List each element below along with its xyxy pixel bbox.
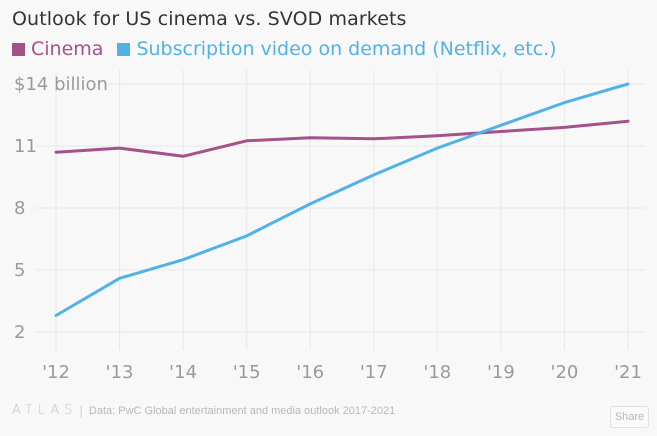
x-tick-label: '17 xyxy=(360,362,388,383)
x-tick-label: '12 xyxy=(42,362,70,383)
x-tick-label: '15 xyxy=(233,362,261,383)
y-axis-labels: 2 5 8 11 $14 billion xyxy=(14,74,108,343)
legend-item-cinema: Cinema xyxy=(12,38,103,60)
atlas-logo: ATLAS xyxy=(12,403,78,418)
horizontal-gridlines xyxy=(36,83,645,333)
footer-separator: | xyxy=(79,403,83,418)
y-tick-label: 5 xyxy=(14,260,25,281)
series-lines xyxy=(54,82,630,317)
y-tick-label: 2 xyxy=(14,322,25,343)
x-tick-label: '21 xyxy=(614,362,642,383)
share-button[interactable]: Share xyxy=(610,406,649,428)
footer: ATLAS | Data: PwC Global entertainment a… xyxy=(12,403,395,418)
legend-item-svod: Subscription video on demand (Netflix, e… xyxy=(117,38,557,60)
series-line-svod xyxy=(54,82,630,317)
y-tick-label: 11 xyxy=(14,136,37,157)
legend-swatch-svod xyxy=(117,42,131,56)
y-tick-label: 8 xyxy=(14,198,25,219)
x-tick-label: '16 xyxy=(296,362,324,383)
series-line-cinema xyxy=(54,119,630,158)
vertical-gridlines xyxy=(55,70,629,350)
x-tick-label: '13 xyxy=(106,362,134,383)
legend-swatch-cinema xyxy=(12,42,25,56)
x-tick-label: '18 xyxy=(423,362,451,383)
x-tick-label: '20 xyxy=(551,362,579,383)
legend-label-svod: Subscription video on demand (Netflix, e… xyxy=(136,38,557,60)
legend-label-cinema: Cinema xyxy=(31,38,104,60)
chart-title: Outlook for US cinema vs. SVOD markets xyxy=(12,8,407,30)
data-source: Data: PwC Global entertainment and media… xyxy=(88,404,396,417)
legend: Cinema Subscription video on demand (Net… xyxy=(12,38,571,60)
x-tick-label: '19 xyxy=(487,362,515,383)
x-axis-labels: '12 '13 '14 '15 '16 '17 '18 '19 '20 '21 xyxy=(42,362,642,383)
x-tick-label: '14 xyxy=(169,362,197,383)
y-tick-label: $14 billion xyxy=(14,74,108,95)
